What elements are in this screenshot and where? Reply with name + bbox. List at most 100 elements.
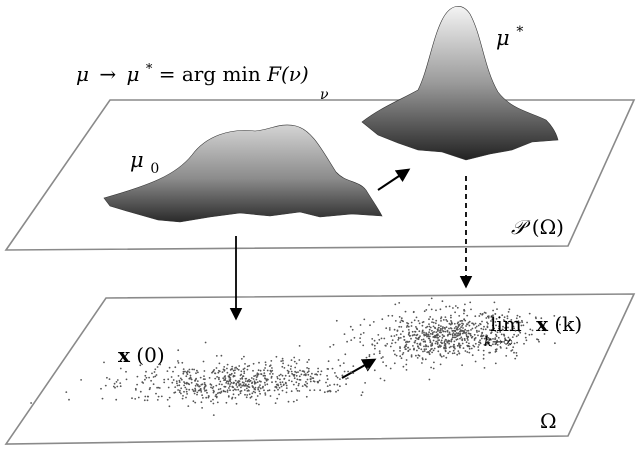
particle-point	[148, 388, 151, 391]
particle-point	[176, 382, 178, 385]
particle-point	[405, 345, 407, 347]
particle-point	[313, 380, 316, 383]
particle-point	[300, 373, 303, 376]
particle-point	[270, 360, 273, 362]
particle-point	[253, 381, 256, 384]
particle-point	[345, 378, 347, 380]
particle-point	[441, 337, 444, 339]
particle-point	[493, 301, 496, 304]
particle-point	[201, 407, 204, 409]
particle-point	[261, 386, 264, 389]
mustar-label: μ *	[496, 24, 523, 50]
particle-point	[172, 370, 174, 373]
particle-point	[252, 378, 255, 380]
probability-space-label: 𝒫 (Ω)	[511, 215, 564, 239]
particle-point	[440, 325, 442, 327]
particle-point	[113, 382, 116, 385]
particle-point	[498, 325, 500, 328]
particle-point	[197, 389, 200, 392]
particle-point	[313, 389, 316, 391]
particle-point	[447, 352, 450, 355]
particle-point	[202, 397, 204, 399]
particle-point	[400, 357, 403, 360]
particle-point	[451, 322, 453, 325]
particle-point	[429, 332, 432, 335]
particle-point	[493, 327, 496, 330]
particle-point	[382, 356, 384, 358]
particle-point	[413, 319, 416, 322]
particle-point	[275, 383, 278, 386]
particle-point	[513, 351, 515, 354]
particle-point	[247, 383, 250, 386]
particle-point	[373, 369, 376, 372]
particle-point	[280, 385, 283, 388]
particle-point	[243, 372, 246, 375]
particle-point	[481, 313, 484, 315]
particle-point	[226, 380, 229, 382]
particle-point	[441, 300, 444, 303]
particle-point	[298, 378, 301, 381]
particle-point	[257, 388, 260, 391]
particle-point	[422, 350, 424, 353]
particle-point	[281, 365, 284, 368]
particle-point	[410, 321, 413, 324]
particle-point	[136, 375, 139, 378]
particle-point	[508, 339, 511, 342]
particle-point	[448, 305, 451, 308]
particle-point	[174, 386, 177, 388]
particle-point	[488, 341, 491, 344]
particle-point	[530, 333, 533, 336]
particle-point	[423, 310, 426, 313]
particle-point	[388, 329, 391, 331]
particle-point	[211, 387, 214, 390]
particle-point	[281, 389, 284, 392]
particle-point	[423, 350, 426, 352]
particle-point	[448, 327, 450, 330]
particle-point	[406, 324, 409, 327]
particle-point	[429, 316, 432, 318]
particle-point	[156, 386, 159, 389]
particle-point	[544, 329, 547, 332]
particle-point	[362, 344, 365, 347]
particle-point	[457, 332, 460, 335]
particle-point	[524, 336, 527, 339]
particle-point	[469, 333, 472, 335]
particle-point	[508, 338, 511, 341]
particle-point	[188, 388, 191, 391]
particle-point	[489, 351, 491, 354]
particle-point	[448, 346, 451, 349]
particle-point	[112, 385, 115, 388]
particle-point	[415, 334, 418, 337]
particle-point	[423, 333, 425, 336]
particle-point	[218, 376, 220, 379]
particle-point	[448, 322, 451, 325]
particle-point	[168, 405, 171, 408]
particle-point	[518, 315, 521, 318]
particle-point	[232, 369, 235, 372]
particle-point	[240, 358, 243, 360]
particle-point	[494, 348, 497, 351]
particle-point	[428, 353, 431, 356]
particle-point	[248, 364, 251, 367]
particle-point	[446, 341, 449, 344]
particle-point	[290, 370, 293, 373]
particle-point	[142, 382, 145, 384]
particle-point	[504, 337, 506, 340]
particle-point	[254, 391, 257, 394]
particle-point	[445, 326, 448, 328]
particle-point	[383, 379, 386, 382]
particle-point	[490, 344, 492, 347]
particle-point	[264, 367, 266, 369]
particle-point	[469, 301, 472, 304]
particle-point	[496, 308, 498, 310]
particle-point	[290, 380, 293, 383]
particle-point	[494, 313, 497, 315]
particle-point	[400, 317, 403, 320]
particle-point	[219, 380, 222, 383]
particle-point	[434, 322, 437, 325]
particle-point	[271, 373, 274, 375]
particle-point	[382, 361, 384, 363]
particle-point	[218, 378, 220, 381]
particle-point	[460, 326, 462, 329]
particle-point	[175, 380, 178, 383]
